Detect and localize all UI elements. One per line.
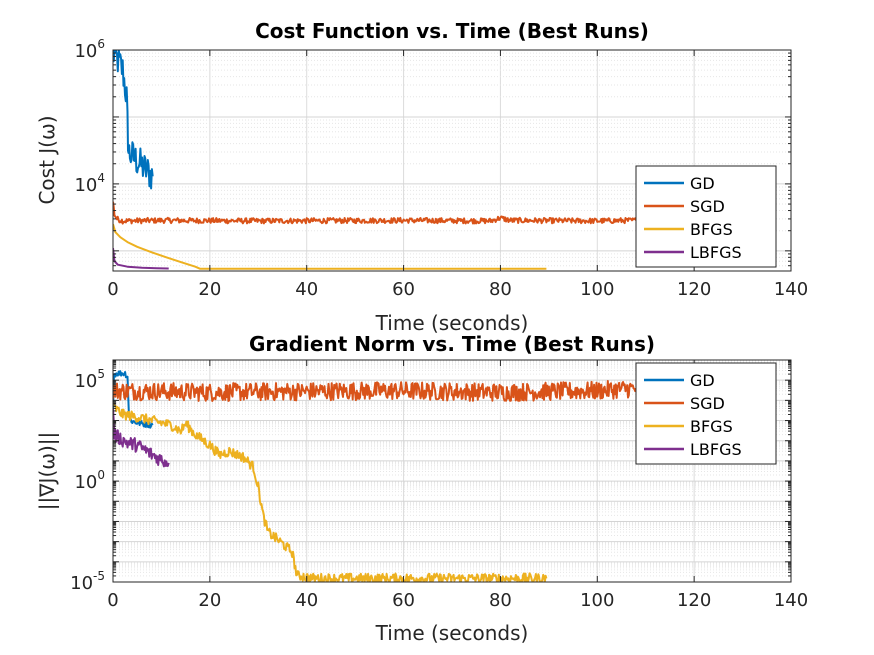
gradient-ticks: 0 20 40 60 80 100 120 140 10-5 100 105 [70,360,808,611]
x-tick-label: 80 [489,279,512,300]
x-tick-label: 120 [677,590,711,611]
cost-chart-title: Cost Function vs. Time (Best Runs) [255,19,649,43]
x-tick-label: 40 [295,590,318,611]
x-tick-label: 0 [107,279,118,300]
x-tick-label: 100 [580,279,614,300]
x-tick-label: 60 [392,590,415,611]
series-line-gd [113,50,154,190]
gradient-chart-title: Gradient Norm vs. Time (Best Runs) [249,332,655,356]
cost-axes-box [112,49,792,272]
legend-label-bfgs: BFGS [690,220,733,239]
series-line-sgd [113,380,637,402]
legend-label-lbfgs: LBFGS [690,440,742,459]
cost-plot-clip [113,50,637,270]
cost-legend: GD SGD BFGS LBFGS [635,165,777,268]
legend-label-sgd: SGD [690,197,725,216]
cost-series-lines [113,50,637,270]
x-tick-label: 20 [198,590,221,611]
series-line-bfgs [113,401,548,582]
gradient-plot-clip [113,370,637,582]
x-tick-label: 0 [107,590,118,611]
x-tick-label: 140 [774,590,808,611]
x-tick-label: 20 [198,279,221,300]
y-tick-label: 100 [74,468,105,493]
legend-label-sgd: SGD [690,394,725,413]
x-tick-label: 80 [489,590,512,611]
legend-label-bfgs: BFGS [690,417,733,436]
x-tick-label: 100 [580,590,614,611]
x-tick-label: 120 [677,279,711,300]
series-line-lbfgs [113,408,170,468]
y-tick-label: 10-5 [70,569,105,594]
x-tick-label: 140 [774,279,808,300]
series-line-sgd [113,201,637,225]
y-tick-label: 105 [74,367,105,392]
gradient-legend: GD SGD BFGS LBFGS [635,362,777,465]
cost-ticks: 0 20 40 60 80 100 120 140 104 106 [74,37,808,300]
cost-chart: 0 20 40 60 80 100 120 140 104 106 Cost Function v… [35,19,808,335]
gradient-chart: 0 20 40 60 80 100 120 140 10-5 100 105 Gradient No… [35,332,808,645]
legend-label-lbfgs: LBFGS [690,243,742,262]
legend-label-gd: GD [690,371,715,390]
cost-x-axis-label: Time (seconds) [375,311,529,335]
gradient-y-axis-label: ||∇J(ω)|| [35,432,59,511]
y-tick-label: 104 [74,171,105,196]
series-line-bfgs [113,223,547,270]
gradient-series-lines [113,370,637,582]
x-tick-label: 60 [392,279,415,300]
cost-y-axis-label: Cost J(ω) [35,115,59,204]
series-line-gd [113,370,154,429]
gradient-x-axis-label: Time (seconds) [375,621,529,645]
y-tick-label: 106 [74,37,105,62]
x-tick-label: 40 [295,279,318,300]
legend-label-gd: GD [690,174,715,193]
